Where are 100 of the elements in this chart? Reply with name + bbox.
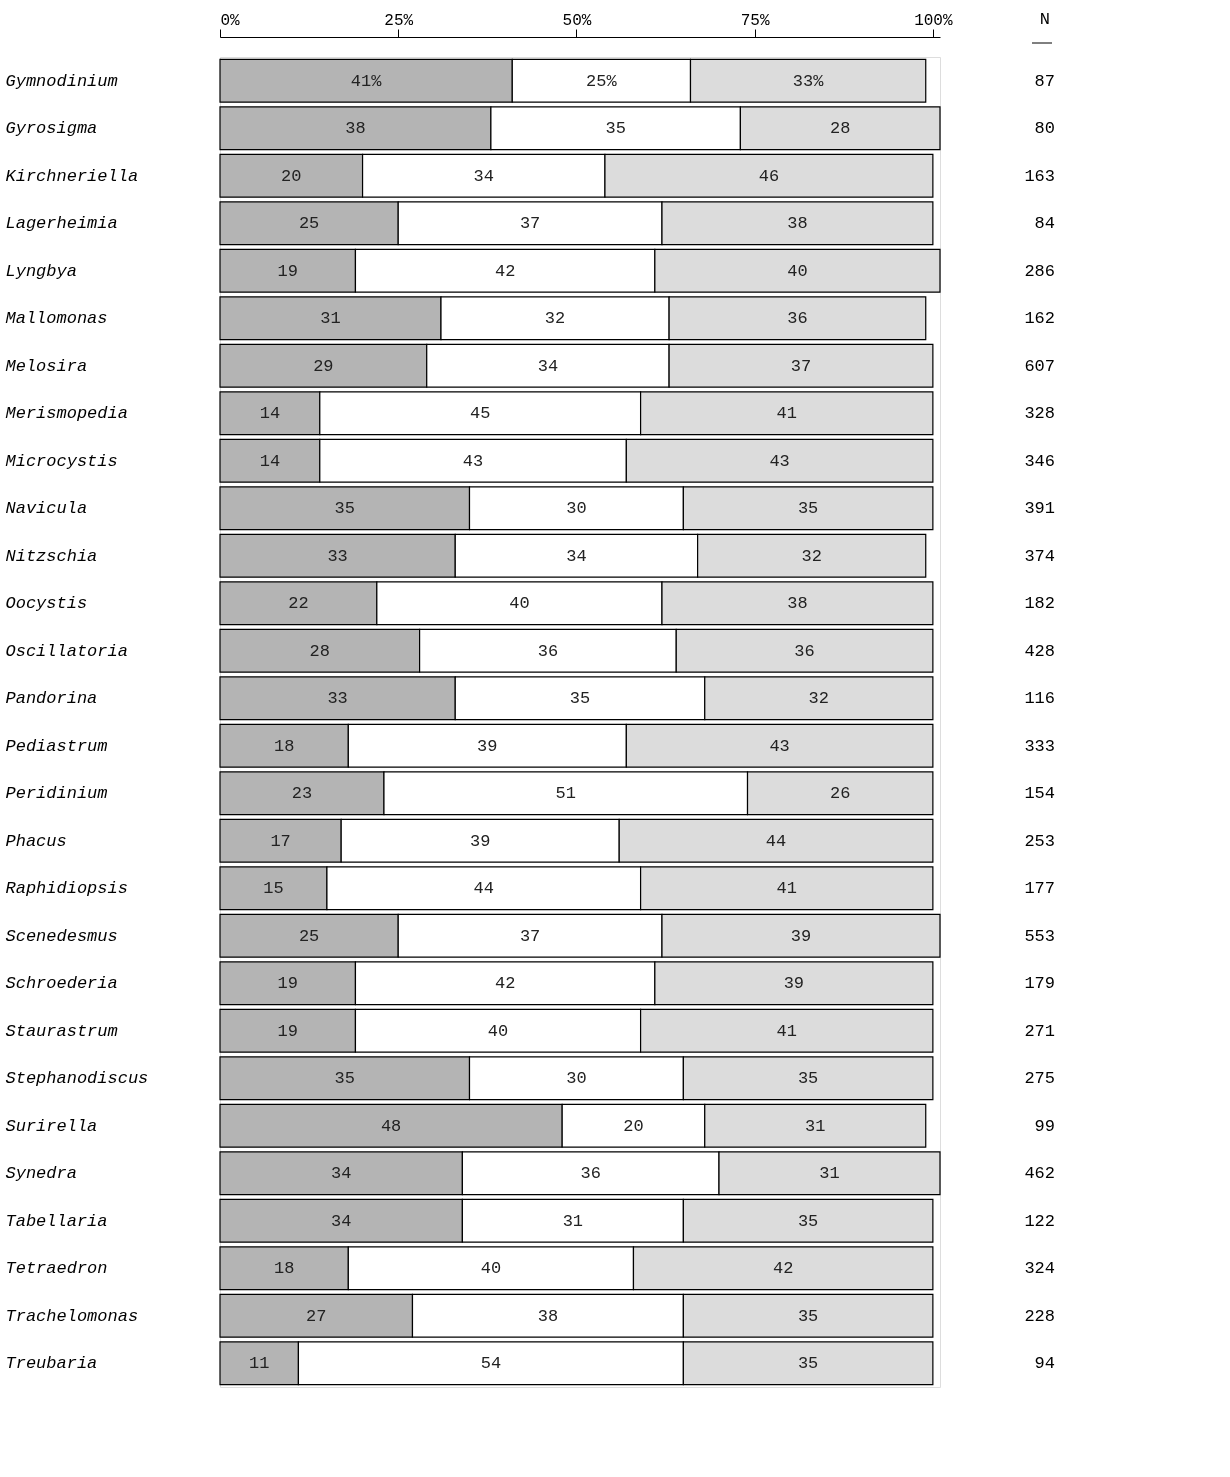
data-label: 43 bbox=[769, 736, 790, 756]
y-tick-label: Pandorina bbox=[5, 689, 98, 709]
y-tick-label: Synedra bbox=[5, 1164, 77, 1184]
data-label: 35 bbox=[334, 1069, 355, 1089]
data-label: 25 bbox=[298, 926, 320, 946]
data-label: 37 bbox=[519, 926, 541, 946]
data-label: 41 bbox=[776, 404, 797, 424]
text: 116 bbox=[1024, 689, 1055, 709]
data-label: 37 bbox=[790, 356, 812, 376]
text: 374 bbox=[1024, 546, 1055, 566]
data-label: 15 bbox=[263, 879, 284, 899]
data-label: 33 bbox=[327, 546, 348, 566]
data-label: 32 bbox=[801, 546, 822, 566]
data-label: 41% bbox=[350, 71, 383, 91]
y-tick-label: Tabellaria bbox=[5, 1211, 108, 1231]
x-tick-label: 50% bbox=[562, 11, 592, 30]
data-label: 44 bbox=[473, 879, 494, 899]
data-label: 42 bbox=[772, 1259, 794, 1279]
data-label: 35 bbox=[797, 1069, 819, 1089]
text: 177 bbox=[1024, 879, 1055, 899]
data-label: 31 bbox=[562, 1211, 584, 1231]
data-label: 42 bbox=[494, 974, 516, 994]
text: 328 bbox=[1024, 404, 1055, 424]
data-label: 31 bbox=[805, 1116, 826, 1136]
data-label: 23 bbox=[291, 784, 313, 804]
text: 462 bbox=[1024, 1164, 1055, 1184]
y-tick-label: Melosira bbox=[5, 356, 88, 376]
y-tick-label: Oscillatoria bbox=[5, 641, 128, 661]
y-tick-label: Gyrosigma bbox=[5, 119, 98, 139]
data-label: 36 bbox=[580, 1164, 601, 1184]
y-tick-label: Microcystis bbox=[5, 451, 118, 471]
text: 182 bbox=[1024, 594, 1055, 614]
y-tick-label: Scenedesmus bbox=[5, 926, 118, 946]
data-label: 36 bbox=[537, 641, 559, 661]
data-label: 27 bbox=[306, 1306, 327, 1326]
y-tick-label: Stephanodiscus bbox=[5, 1069, 149, 1089]
y-tick-label: Trachelomonas bbox=[5, 1306, 139, 1326]
data-label: 39 bbox=[477, 736, 498, 756]
y-tick-label: Oocystis bbox=[5, 594, 88, 614]
text: N bbox=[1039, 10, 1050, 29]
data-label: 34 bbox=[473, 166, 494, 186]
y-tick-label: Surirella bbox=[5, 1116, 98, 1136]
data-label: 38 bbox=[345, 119, 366, 139]
data-label: 46 bbox=[758, 166, 780, 186]
data-label: 22 bbox=[288, 594, 309, 614]
data-label: 38 bbox=[537, 1306, 559, 1326]
data-label: 19 bbox=[277, 1021, 298, 1041]
data-label: 20 bbox=[623, 1116, 644, 1136]
data-label: 31 bbox=[819, 1164, 840, 1184]
data-label: 35 bbox=[569, 689, 591, 709]
y-tick-label: Staurastrum bbox=[5, 1021, 118, 1041]
text: 275 bbox=[1024, 1069, 1055, 1089]
data-label: 37 bbox=[519, 214, 541, 234]
data-label: 33% bbox=[792, 71, 825, 91]
data-label: 25 bbox=[298, 214, 320, 234]
text: 428 bbox=[1024, 641, 1055, 661]
y-tick-label: Lagerheimia bbox=[5, 214, 118, 234]
data-label: 38 bbox=[787, 214, 808, 234]
text: 333 bbox=[1024, 736, 1055, 756]
data-label: 34 bbox=[537, 356, 559, 376]
y-tick-label: Lyngbya bbox=[5, 261, 77, 281]
data-label: 14 bbox=[259, 451, 281, 471]
data-label: 35 bbox=[334, 499, 355, 519]
text: 163 bbox=[1024, 166, 1055, 186]
y-tick-label: Treubaria bbox=[5, 1354, 98, 1374]
y-tick-label: Navicula bbox=[5, 499, 88, 519]
data-label: 36 bbox=[787, 309, 808, 329]
data-label: 32 bbox=[544, 309, 566, 329]
data-label: 11 bbox=[249, 1354, 270, 1374]
data-label: 40 bbox=[787, 261, 808, 281]
y-tick-label: Mallomonas bbox=[5, 309, 108, 329]
y-tick-label: Gymnodinium bbox=[5, 71, 118, 91]
data-label: 44 bbox=[765, 831, 787, 851]
data-label: 38 bbox=[787, 594, 808, 614]
text: 228 bbox=[1024, 1306, 1055, 1326]
text: 607 bbox=[1024, 356, 1055, 376]
data-label: 28 bbox=[309, 641, 331, 661]
data-label: 42 bbox=[494, 261, 516, 281]
x-tick-label: 25% bbox=[384, 11, 414, 30]
text: 324 bbox=[1024, 1259, 1055, 1279]
data-label: 36 bbox=[794, 641, 815, 661]
text: 346 bbox=[1024, 451, 1055, 471]
data-label: 20 bbox=[281, 166, 302, 186]
text: 80 bbox=[1034, 119, 1055, 139]
data-label: 32 bbox=[808, 689, 830, 709]
data-label: 31 bbox=[320, 309, 341, 329]
text: 286 bbox=[1024, 261, 1055, 281]
data-label: 34 bbox=[330, 1211, 352, 1231]
data-label: 48 bbox=[380, 1116, 402, 1136]
data-label: 18 bbox=[273, 736, 295, 756]
data-label: 30 bbox=[566, 499, 587, 519]
text: 154 bbox=[1024, 784, 1055, 804]
data-label: 43 bbox=[462, 451, 484, 471]
data-label: 19 bbox=[277, 974, 298, 994]
text: 253 bbox=[1024, 831, 1055, 851]
data-label: 33 bbox=[327, 689, 348, 709]
data-label: 40 bbox=[487, 1021, 509, 1041]
text: 162 bbox=[1024, 309, 1055, 329]
data-label: 54 bbox=[480, 1354, 502, 1374]
data-label: 19 bbox=[277, 261, 298, 281]
